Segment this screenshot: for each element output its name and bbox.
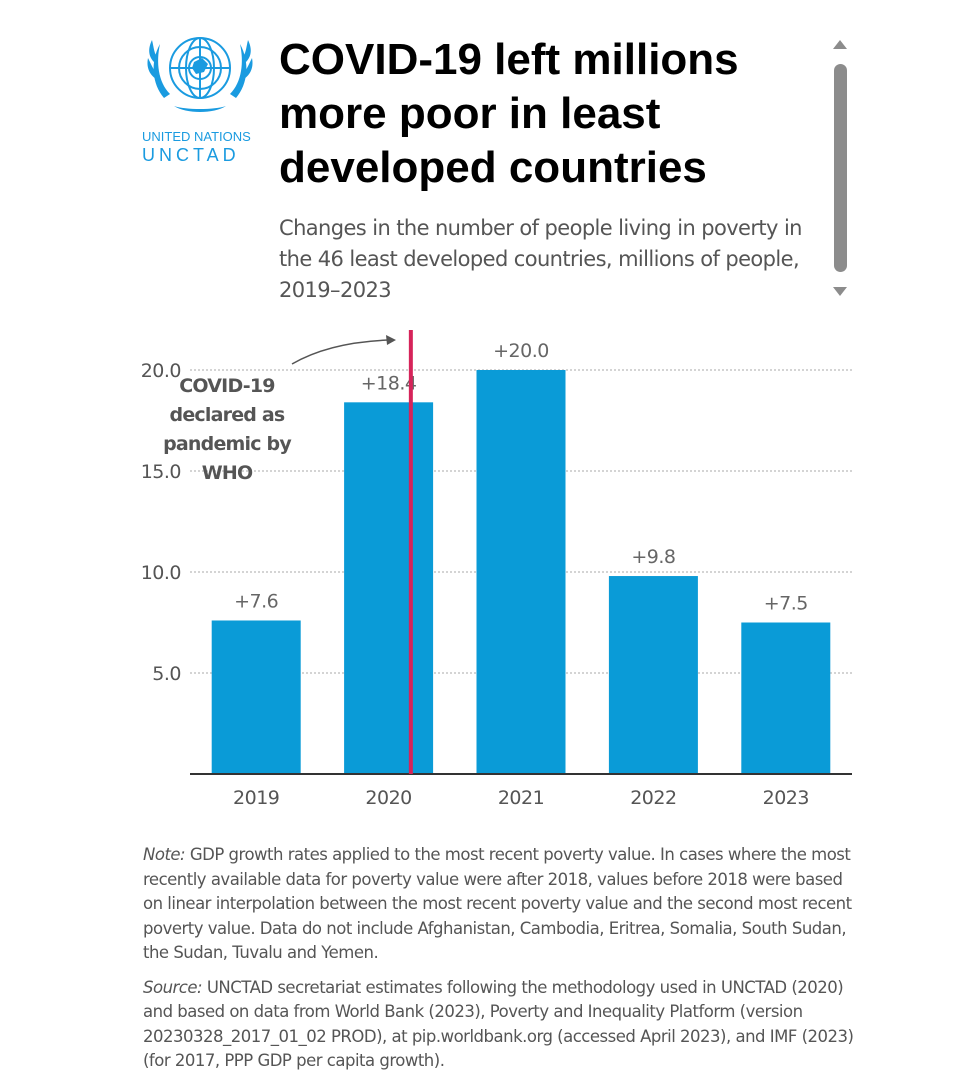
bar [344, 402, 434, 774]
data-label: +7.5 [764, 593, 808, 615]
y-tick-label: 20.0 [141, 360, 181, 382]
x-tick-label: 2023 [763, 787, 809, 809]
scrollbar-thumb[interactable] [834, 64, 847, 272]
note-label: Note: [143, 845, 186, 864]
data-label: +9.8 [631, 546, 675, 568]
source-text: UNCTAD secretariat estimates following t… [143, 977, 854, 1071]
un-emblem-icon [147, 37, 253, 112]
chart-notes: Note: GDP growth rates applied to the mo… [143, 843, 863, 1084]
x-tick-label: 2020 [365, 787, 411, 809]
data-label: +7.6 [234, 590, 278, 612]
logo-unctad: UNCTAD [142, 145, 240, 165]
annotation-arrowhead [386, 335, 396, 345]
scroll-down-arrow-icon[interactable] [833, 287, 847, 296]
bar [741, 622, 831, 774]
annotation-line: declared as [170, 404, 285, 426]
bar [476, 370, 566, 774]
scroll-up-arrow-icon[interactable] [833, 40, 847, 49]
annotation-line: pandemic by [163, 433, 292, 455]
x-tick-label: 2022 [630, 787, 676, 809]
y-tick-label: 5.0 [152, 663, 181, 685]
bar-chart: 5.0 10.0 15.0 20.0 +7.6 +18.4 +20.0 +9.8 +7.5 201… [141, 330, 852, 809]
annotation-line: COVID-19 [179, 375, 274, 397]
note-text: GDP growth rates applied to the most rec… [143, 845, 852, 962]
y-tick-label: 15.0 [141, 461, 181, 483]
data-label: +18.4 [361, 372, 417, 394]
y-tick-label: 10.0 [141, 562, 181, 584]
bar [608, 576, 698, 774]
bar [211, 620, 301, 774]
chart-subtitle: Changes in the number of people living i… [279, 216, 803, 302]
unctad-logo: UNITED NATIONS UNCTAD [142, 28, 258, 168]
annotation-arrow [291, 339, 391, 365]
source-paragraph: Source: UNCTAD secretariat estimates fol… [143, 976, 863, 1074]
logo-united-nations: UNITED NATIONS [142, 129, 251, 144]
annotation-line: WHO [202, 462, 253, 484]
x-tick-label: 2019 [233, 787, 279, 809]
x-tick-label: 2021 [498, 787, 544, 809]
data-label: +20.0 [493, 340, 549, 362]
source-label: Source: [143, 977, 203, 997]
chart-title: COVID-19 left millions more poor in leas… [279, 35, 739, 192]
note-paragraph: Note: GDP growth rates applied to the mo… [143, 843, 863, 966]
